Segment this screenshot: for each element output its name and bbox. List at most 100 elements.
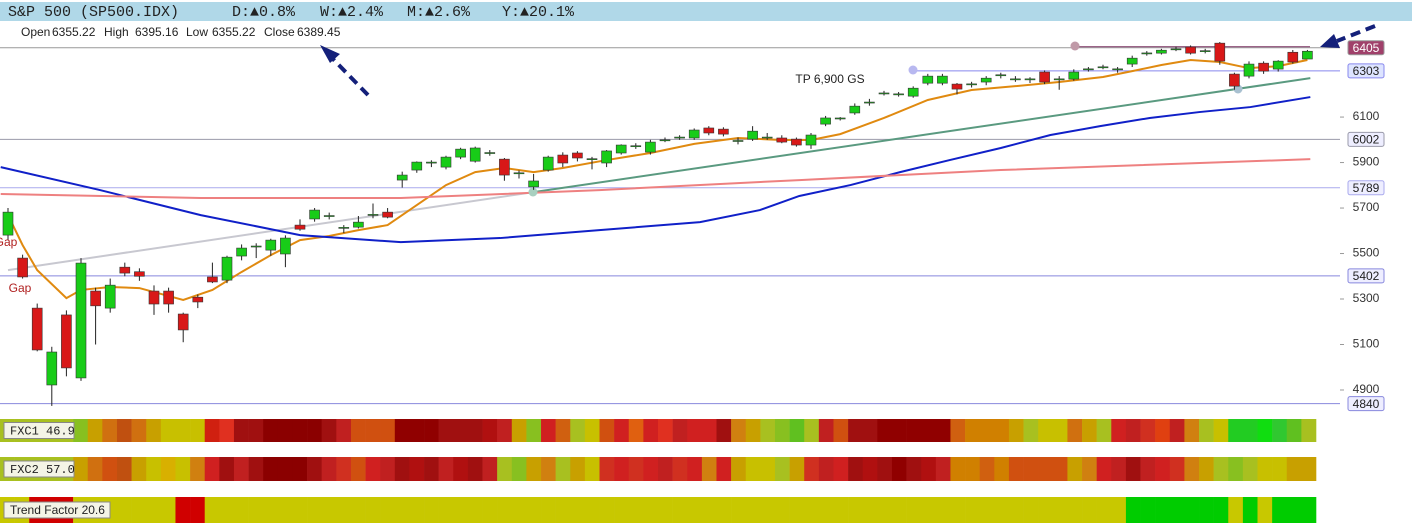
strip-cell (891, 419, 907, 442)
strip-cell (467, 497, 483, 523)
strip-cell (219, 419, 235, 442)
strip-cell (891, 497, 907, 523)
candle-body (353, 221, 364, 228)
ohlc-label: Open (21, 25, 50, 39)
strip-cell (862, 497, 878, 523)
strip-cell (365, 457, 381, 481)
strip-cell (1301, 419, 1317, 442)
strip-cell (643, 497, 659, 523)
strip-cell (891, 457, 907, 481)
candle-body (980, 77, 992, 83)
candle-body (528, 180, 539, 188)
candle-body (1287, 51, 1299, 63)
strip-cell (87, 457, 103, 481)
candle-body (718, 128, 729, 135)
level-label-box (1347, 63, 1385, 79)
candle-body (1302, 50, 1313, 60)
strip-cell (628, 419, 644, 442)
strip-cell (774, 419, 790, 442)
level-label: 4840 (1353, 397, 1380, 411)
change-value: ▲0.8% (250, 4, 296, 21)
strip-cell (628, 457, 644, 481)
candle-body (732, 140, 744, 142)
header-bar (0, 2, 1412, 21)
strip-cell (1228, 419, 1244, 442)
candle-body (1083, 68, 1094, 71)
strip-cell (1052, 457, 1068, 481)
strip-cell (438, 419, 454, 442)
strip-cell (424, 457, 439, 481)
candle-body (309, 209, 320, 220)
strip-cell (599, 497, 615, 523)
strip-cell (1155, 419, 1171, 442)
strip-cell (1125, 497, 1141, 523)
strip-cell (175, 497, 191, 523)
candle-body (557, 154, 569, 164)
strip-cell (1067, 419, 1083, 442)
strip-cell (1038, 457, 1054, 481)
strip-cell (1008, 419, 1024, 442)
strip-cell (131, 497, 147, 523)
strip-cell (1111, 497, 1127, 523)
candle-body (951, 83, 963, 90)
strip-cell (1301, 457, 1317, 481)
strip-cell (160, 497, 176, 523)
strip-cell (789, 497, 805, 523)
strip-cell (1257, 497, 1273, 523)
strip-cell (716, 457, 732, 481)
strip-cell (584, 497, 600, 523)
strip-cell (818, 419, 834, 442)
strip-cell (555, 419, 571, 442)
y-tick-label: 6100 (1353, 109, 1380, 123)
annotation: Gap (0, 235, 18, 249)
candle-body (134, 271, 145, 277)
strip-cell (965, 419, 980, 442)
change-label: M: (407, 4, 425, 21)
ohlc-value: 6355.22 (212, 25, 256, 39)
candle-body (776, 137, 788, 143)
candle-body (192, 296, 204, 303)
strip-cell (833, 457, 849, 481)
level-label: 5789 (1353, 181, 1380, 195)
strip-cell (658, 497, 673, 523)
strip-cell (862, 457, 878, 481)
strip-cell (687, 497, 703, 523)
strip-cell (628, 497, 644, 523)
strip-cell (160, 457, 176, 481)
strip-cell (1067, 497, 1083, 523)
strip-cell (1008, 497, 1024, 523)
strip-cell (248, 497, 264, 523)
strip-cell (1096, 457, 1112, 481)
strip-cell (672, 497, 688, 523)
candle-body (61, 314, 72, 369)
strip-cell (394, 457, 410, 481)
strip-cell (394, 497, 410, 523)
strip-cell (760, 419, 776, 442)
strip-cell (1199, 457, 1214, 481)
candle-body (1024, 78, 1036, 81)
candle-body (455, 148, 466, 158)
strip-cell (1184, 497, 1200, 523)
strip-cell (380, 497, 396, 523)
y-tick-label: 4900 (1353, 382, 1380, 396)
strip-cell (877, 497, 893, 523)
strip-cell (672, 419, 688, 442)
strip-cell (1228, 457, 1244, 481)
ohlc-value: 6389.45 (297, 25, 341, 39)
candle-body (163, 290, 174, 305)
axis-panel (1340, 22, 1412, 414)
strip-cell (950, 419, 966, 442)
strip-cell (1272, 419, 1288, 442)
strip-cell (102, 419, 118, 442)
candle-body (834, 117, 846, 120)
level-label: 6405 (1353, 41, 1380, 55)
strip-cell (73, 419, 89, 442)
y-tick-label: 5900 (1353, 155, 1380, 169)
arrow-head (1320, 34, 1340, 48)
strip-cell (979, 497, 995, 523)
change-label: W: (320, 4, 338, 21)
candle-body (294, 224, 306, 230)
strip-cell (789, 457, 805, 481)
strip-cell (848, 497, 864, 523)
strip-cell (233, 497, 249, 523)
